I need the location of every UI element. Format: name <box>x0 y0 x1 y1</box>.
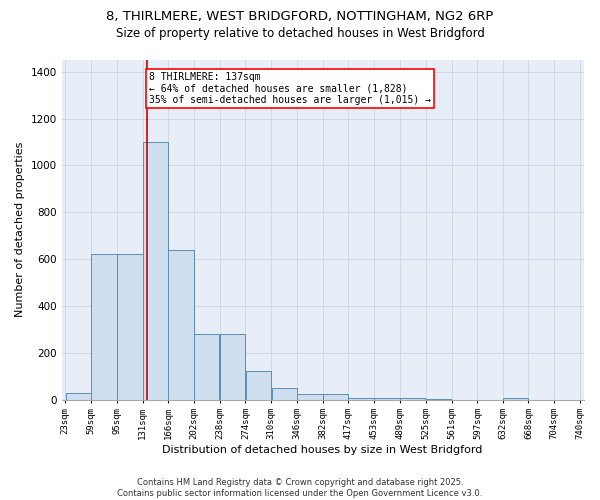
Bar <box>400 398 425 400</box>
Text: Size of property relative to detached houses in West Bridgford: Size of property relative to detached ho… <box>116 28 484 40</box>
Bar <box>65 393 91 400</box>
Bar <box>272 388 297 400</box>
Text: 8 THIRLMERE: 137sqm
← 64% of detached houses are smaller (1,828)
35% of semi-det: 8 THIRLMERE: 137sqm ← 64% of detached ho… <box>149 72 431 105</box>
Bar <box>374 398 400 400</box>
Text: Contains HM Land Registry data © Crown copyright and database right 2025.
Contai: Contains HM Land Registry data © Crown c… <box>118 478 482 498</box>
Bar <box>168 250 194 400</box>
Bar <box>117 254 143 400</box>
X-axis label: Distribution of detached houses by size in West Bridgford: Distribution of detached houses by size … <box>163 445 483 455</box>
Bar <box>246 372 271 400</box>
Bar <box>503 398 528 400</box>
Bar <box>349 398 374 400</box>
Bar <box>323 394 348 400</box>
Y-axis label: Number of detached properties: Number of detached properties <box>15 142 25 318</box>
Text: 8, THIRLMERE, WEST BRIDGFORD, NOTTINGHAM, NG2 6RP: 8, THIRLMERE, WEST BRIDGFORD, NOTTINGHAM… <box>106 10 494 23</box>
Bar <box>143 142 167 400</box>
Bar <box>91 254 116 400</box>
Bar <box>298 394 323 400</box>
Bar <box>194 334 220 400</box>
Bar <box>220 334 245 400</box>
